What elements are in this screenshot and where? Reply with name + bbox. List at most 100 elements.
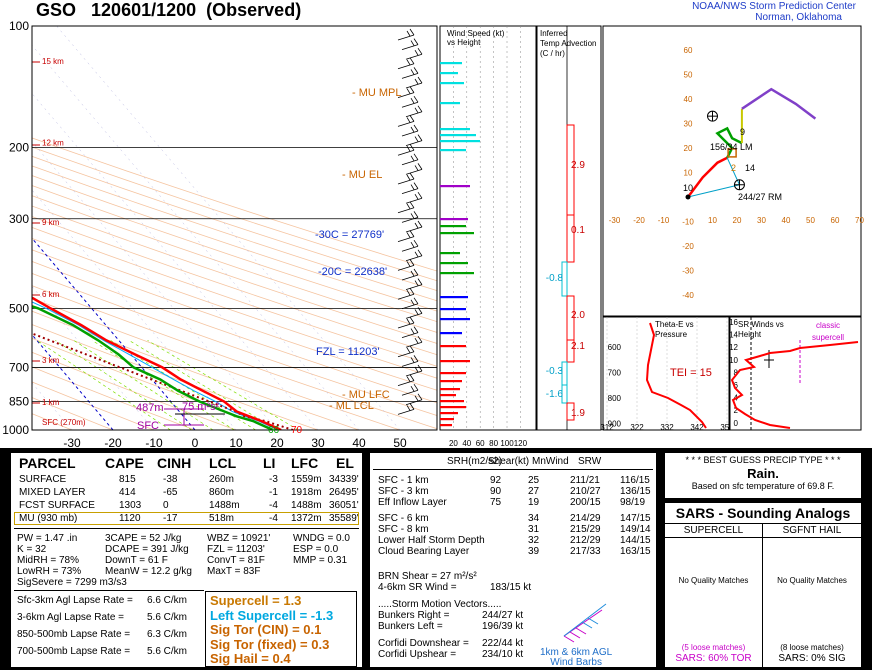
thermo-index: K = 32 <box>17 544 47 555</box>
wind-speed-bar <box>440 218 468 221</box>
composite-index: Supercell = 1.3 <box>210 593 302 608</box>
parcel-cell: 35589' <box>329 513 359 524</box>
kin-cell: 90 <box>490 486 502 497</box>
kin-cell: 215/29 <box>570 524 601 535</box>
theta-title-2: Pressure <box>655 330 688 339</box>
kin-cell: 163/15 <box>620 546 651 557</box>
isotherm <box>32 93 319 430</box>
wind-barb <box>405 47 423 60</box>
parcel-col-header: LFC <box>291 455 319 471</box>
parcel-col-header: LI <box>263 455 276 471</box>
kin-cell: 136/15 <box>620 486 651 497</box>
wind-barb <box>397 316 415 329</box>
kin-separator <box>373 469 653 470</box>
dry-adiabat <box>32 205 437 344</box>
composite-index: Left Supercell = -1.3 <box>210 607 334 623</box>
wind-speed-bar <box>440 418 454 421</box>
classic-supercell: classic supercell <box>812 320 844 344</box>
composite-index: Sig Hail = 0.4 <box>210 651 291 666</box>
thermo-index: ESP = 0.0 <box>293 544 339 555</box>
adv-value: -1.6 <box>546 389 564 400</box>
adv-box <box>561 261 568 297</box>
dry-adiabat <box>32 155 437 292</box>
srw-46-label: 4-6km SR Wind = <box>378 582 457 593</box>
parcel-cell: 860m <box>209 487 235 498</box>
wind-barb <box>401 182 419 194</box>
dry-adiabat <box>32 351 237 430</box>
theta-panel-frame <box>602 316 730 431</box>
mu-lfc-label: - MU LFC <box>342 389 390 401</box>
kin-cell: 32 <box>528 535 540 546</box>
lapse-rate-label: Sfc-3km Agl Lapse Rate = <box>17 595 133 606</box>
hodo-x-tick: -30 <box>609 216 621 225</box>
wind-speed-bar <box>440 272 474 275</box>
thermo-index: MidRH = 78% <box>17 555 79 566</box>
kin-cell: 200/15 <box>570 497 601 508</box>
temp-tick-label: -20 <box>104 436 122 448</box>
dry-adiabat <box>32 185 437 323</box>
lapse-rate-value: 5.6 C/km <box>147 612 188 623</box>
dry-adiabat <box>32 195 437 333</box>
bunkers-left-value: 196/39 kt <box>482 621 524 632</box>
wind-speed-bar <box>440 140 480 143</box>
kin-cell: 27 <box>528 486 540 497</box>
kin-cell: 98/19 <box>620 497 646 508</box>
eff-inflow-sfc: SFC <box>137 420 159 432</box>
hodo-y-tick: 50 <box>684 71 693 80</box>
sars-hail-nq: No Quality Matches <box>777 576 847 585</box>
hodo-rm-line <box>687 184 740 198</box>
sars-panel: SARS - Sounding Analogs SUPERCELL SGFNT … <box>664 502 862 668</box>
sounding-status: (Observed) <box>206 0 302 20</box>
hodo-x-tick: -20 <box>633 216 645 225</box>
classic-2: supercell <box>812 333 845 342</box>
mixing-ratio-line <box>73 340 214 430</box>
parcel-cell: 1488m <box>291 500 322 511</box>
thermo-index: WBZ = 10921' <box>207 533 271 544</box>
adv-title-1: Inferred <box>540 29 568 38</box>
kin-cell: 147/15 <box>620 513 651 524</box>
hodo-h10: 10 <box>683 183 694 193</box>
wind-barbs-caption: 1km & 6km AGL Wind Barbs <box>540 648 612 668</box>
parcel-cell: 1120 <box>119 513 141 524</box>
station-id: GSO <box>36 0 77 20</box>
parcel-col-header: CAPE <box>105 455 144 471</box>
thermo-index: WNDG = 0.0 <box>293 533 350 544</box>
wind-barb <box>401 326 419 338</box>
wind-barb <box>397 57 415 70</box>
adv-value: 1.9 <box>571 408 585 419</box>
srw-y-tick: 8 <box>734 368 739 377</box>
hodo-origin-dot <box>685 194 691 200</box>
wind-barb <box>401 211 419 223</box>
kin-cell: 211/21 <box>570 475 600 486</box>
parcel-cell: 26495' <box>329 487 359 498</box>
parcel-cell: -65 <box>163 487 178 498</box>
parcel-col-header: CINH <box>157 455 192 471</box>
wind-speed-bar <box>440 225 466 228</box>
srw-panel-frame <box>729 316 862 431</box>
parcel-cell: 1372m <box>291 513 322 524</box>
sars-supercell-nq: No Quality Matches <box>678 576 749 585</box>
hodo-h2: 2 <box>731 163 737 173</box>
hodo-rm: 244/27 RM <box>738 192 783 202</box>
storm-barbs <box>563 603 607 643</box>
thermo-panel: PARCEL CAPE CINH LCL LI LFC EL SURFACE 815 -38 260… <box>10 452 363 668</box>
pressure-tick-label: 850 <box>9 394 29 408</box>
parcel-cell: 815 <box>119 474 136 485</box>
hodo-y-tick: 60 <box>684 46 693 55</box>
dry-adiabat <box>32 238 437 379</box>
pressure-tick-label: 700 <box>9 360 29 374</box>
wind-barb <box>397 287 415 300</box>
ml-lcl-label: - ML LCL <box>329 400 374 412</box>
hodo-y-tick: -40 <box>682 291 694 300</box>
pressure-tick-label: 200 <box>9 141 29 155</box>
hodo-y-tick: 10 <box>684 169 693 178</box>
barbs-caption-2: Wind Barbs <box>550 657 602 668</box>
wind-speed-bar <box>440 400 464 403</box>
theta-x-tick: 322 <box>630 423 644 432</box>
thermo-index: ConvT = 81F <box>207 555 265 566</box>
kin-cell: SFC - 8 km <box>378 524 429 535</box>
adv-value: 2.9 <box>571 160 585 171</box>
wind-barb <box>397 374 415 386</box>
hodo-x-tick: 20 <box>733 216 742 225</box>
wind-speed-bar <box>440 252 460 255</box>
